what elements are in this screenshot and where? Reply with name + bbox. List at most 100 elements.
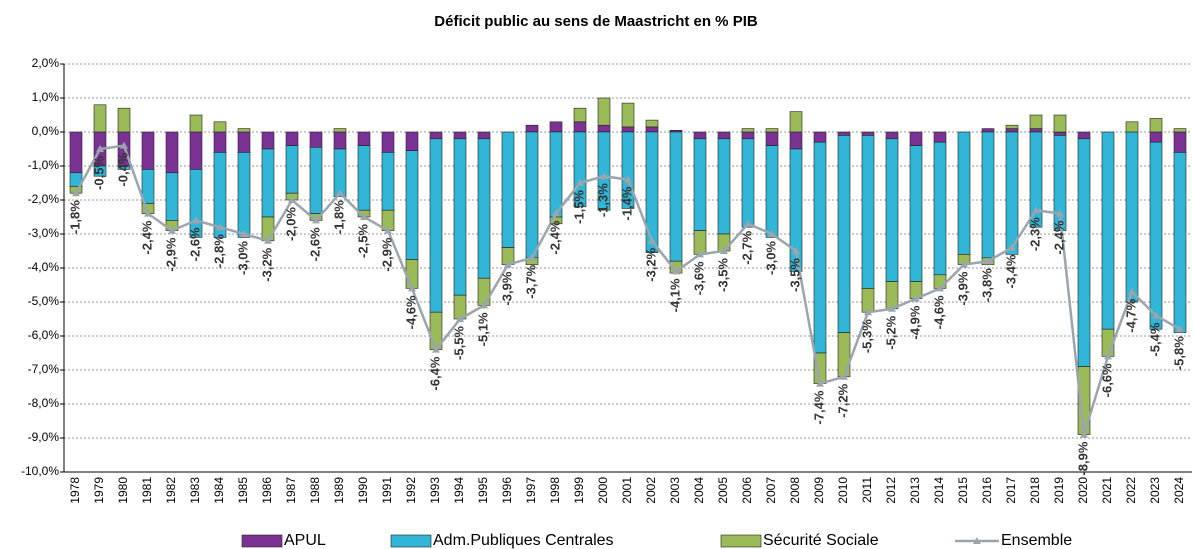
x-tick-label: 1992 (404, 477, 418, 504)
bar (549, 216, 563, 225)
data-label: -4,6% (403, 295, 418, 329)
x-tick-label: 2018 (1028, 477, 1042, 504)
marker (696, 250, 704, 258)
bar (405, 131, 419, 152)
x-tick-label: 2008 (788, 477, 802, 504)
bar (1125, 131, 1139, 303)
bar (213, 121, 227, 133)
data-label: -4,6% (931, 295, 946, 329)
bar (1005, 128, 1019, 133)
marker (336, 189, 344, 197)
bar (765, 128, 779, 133)
x-tick-label: 1988 (308, 477, 322, 504)
bar (141, 131, 155, 170)
marker (1104, 352, 1112, 360)
bar (453, 131, 467, 140)
bar (333, 148, 347, 197)
marker (120, 141, 128, 149)
data-label: -3,6% (691, 261, 706, 295)
data-label: -1,8% (331, 200, 346, 234)
x-tick-label: 2002 (644, 477, 658, 504)
bar (597, 124, 611, 133)
bar (213, 131, 227, 153)
bar (1029, 114, 1043, 129)
marker (864, 308, 872, 316)
bar (1173, 131, 1187, 153)
bar (381, 152, 395, 211)
data-label: -2,0% (283, 207, 298, 241)
legend-label: Adm.Publiques Centrales (433, 532, 614, 549)
bar (237, 131, 251, 153)
marker (264, 236, 272, 244)
marker (960, 260, 968, 268)
bar (1053, 135, 1067, 231)
bar (549, 131, 563, 218)
x-tick-label: 2007 (764, 477, 778, 504)
x-tick-label: 2015 (956, 477, 970, 504)
y-tick-label: -5,0% (28, 294, 60, 308)
y-tick-label: -10,0% (21, 464, 59, 478)
bar (741, 131, 755, 140)
bar (717, 138, 731, 235)
marker (504, 260, 512, 268)
y-tick-label: -7,0% (28, 362, 60, 376)
marker (672, 267, 680, 275)
x-tick-label: 2014 (932, 477, 946, 504)
data-label: -2,8% (211, 234, 226, 268)
bar (1077, 131, 1091, 140)
bar (261, 131, 275, 150)
bar (621, 126, 635, 133)
x-tick-label: 1990 (356, 477, 370, 504)
bar (837, 332, 851, 378)
data-label: -2,6% (187, 227, 202, 261)
data-label: -2,9% (163, 237, 178, 271)
data-label: -3,9% (955, 271, 970, 305)
bar (1173, 128, 1187, 133)
marker (72, 189, 80, 197)
x-tick-label: 1999 (572, 477, 586, 504)
x-tick-label: 1980 (116, 477, 130, 504)
x-tick-label: 1989 (332, 477, 346, 504)
x-tick-label: 1996 (500, 477, 514, 504)
y-tick-label: 1,0% (32, 90, 60, 104)
bar (621, 102, 635, 128)
data-label: -7,2% (835, 383, 850, 417)
bar (693, 131, 707, 140)
bar (1101, 131, 1115, 330)
bar (885, 281, 899, 310)
legend-marker (973, 537, 981, 544)
data-label: -3,8% (979, 268, 994, 302)
marker (1032, 206, 1040, 214)
bar (93, 165, 107, 177)
x-tick-label: 1984 (212, 477, 226, 504)
bar (285, 145, 299, 194)
x-tick-label: 1985 (236, 477, 250, 504)
bar (789, 148, 803, 272)
y-tick-label: 0,0% (32, 124, 60, 138)
bar (813, 141, 827, 354)
marker (216, 223, 224, 231)
marker (624, 175, 632, 183)
data-label: -1,5% (571, 190, 586, 224)
bar (1173, 152, 1187, 333)
marker (528, 253, 536, 261)
bar (885, 138, 899, 282)
data-label: -2,3% (1027, 217, 1042, 251)
bar (501, 131, 515, 248)
marker (456, 315, 464, 322)
bar (669, 131, 683, 262)
data-label: -7,4% (811, 390, 826, 424)
bar (573, 107, 587, 123)
data-label: -3,4% (1003, 254, 1018, 288)
bar (477, 277, 491, 306)
bar (165, 172, 179, 221)
bar (453, 138, 467, 296)
x-tick-label: 1987 (284, 477, 298, 504)
y-tick-label: -9,0% (28, 430, 60, 444)
bar (1125, 121, 1139, 133)
bar (1005, 131, 1019, 255)
bar (477, 131, 491, 140)
x-tick-label: 2006 (740, 477, 754, 504)
data-label: -3,2% (643, 247, 658, 281)
x-tick-label: 2016 (980, 477, 994, 504)
